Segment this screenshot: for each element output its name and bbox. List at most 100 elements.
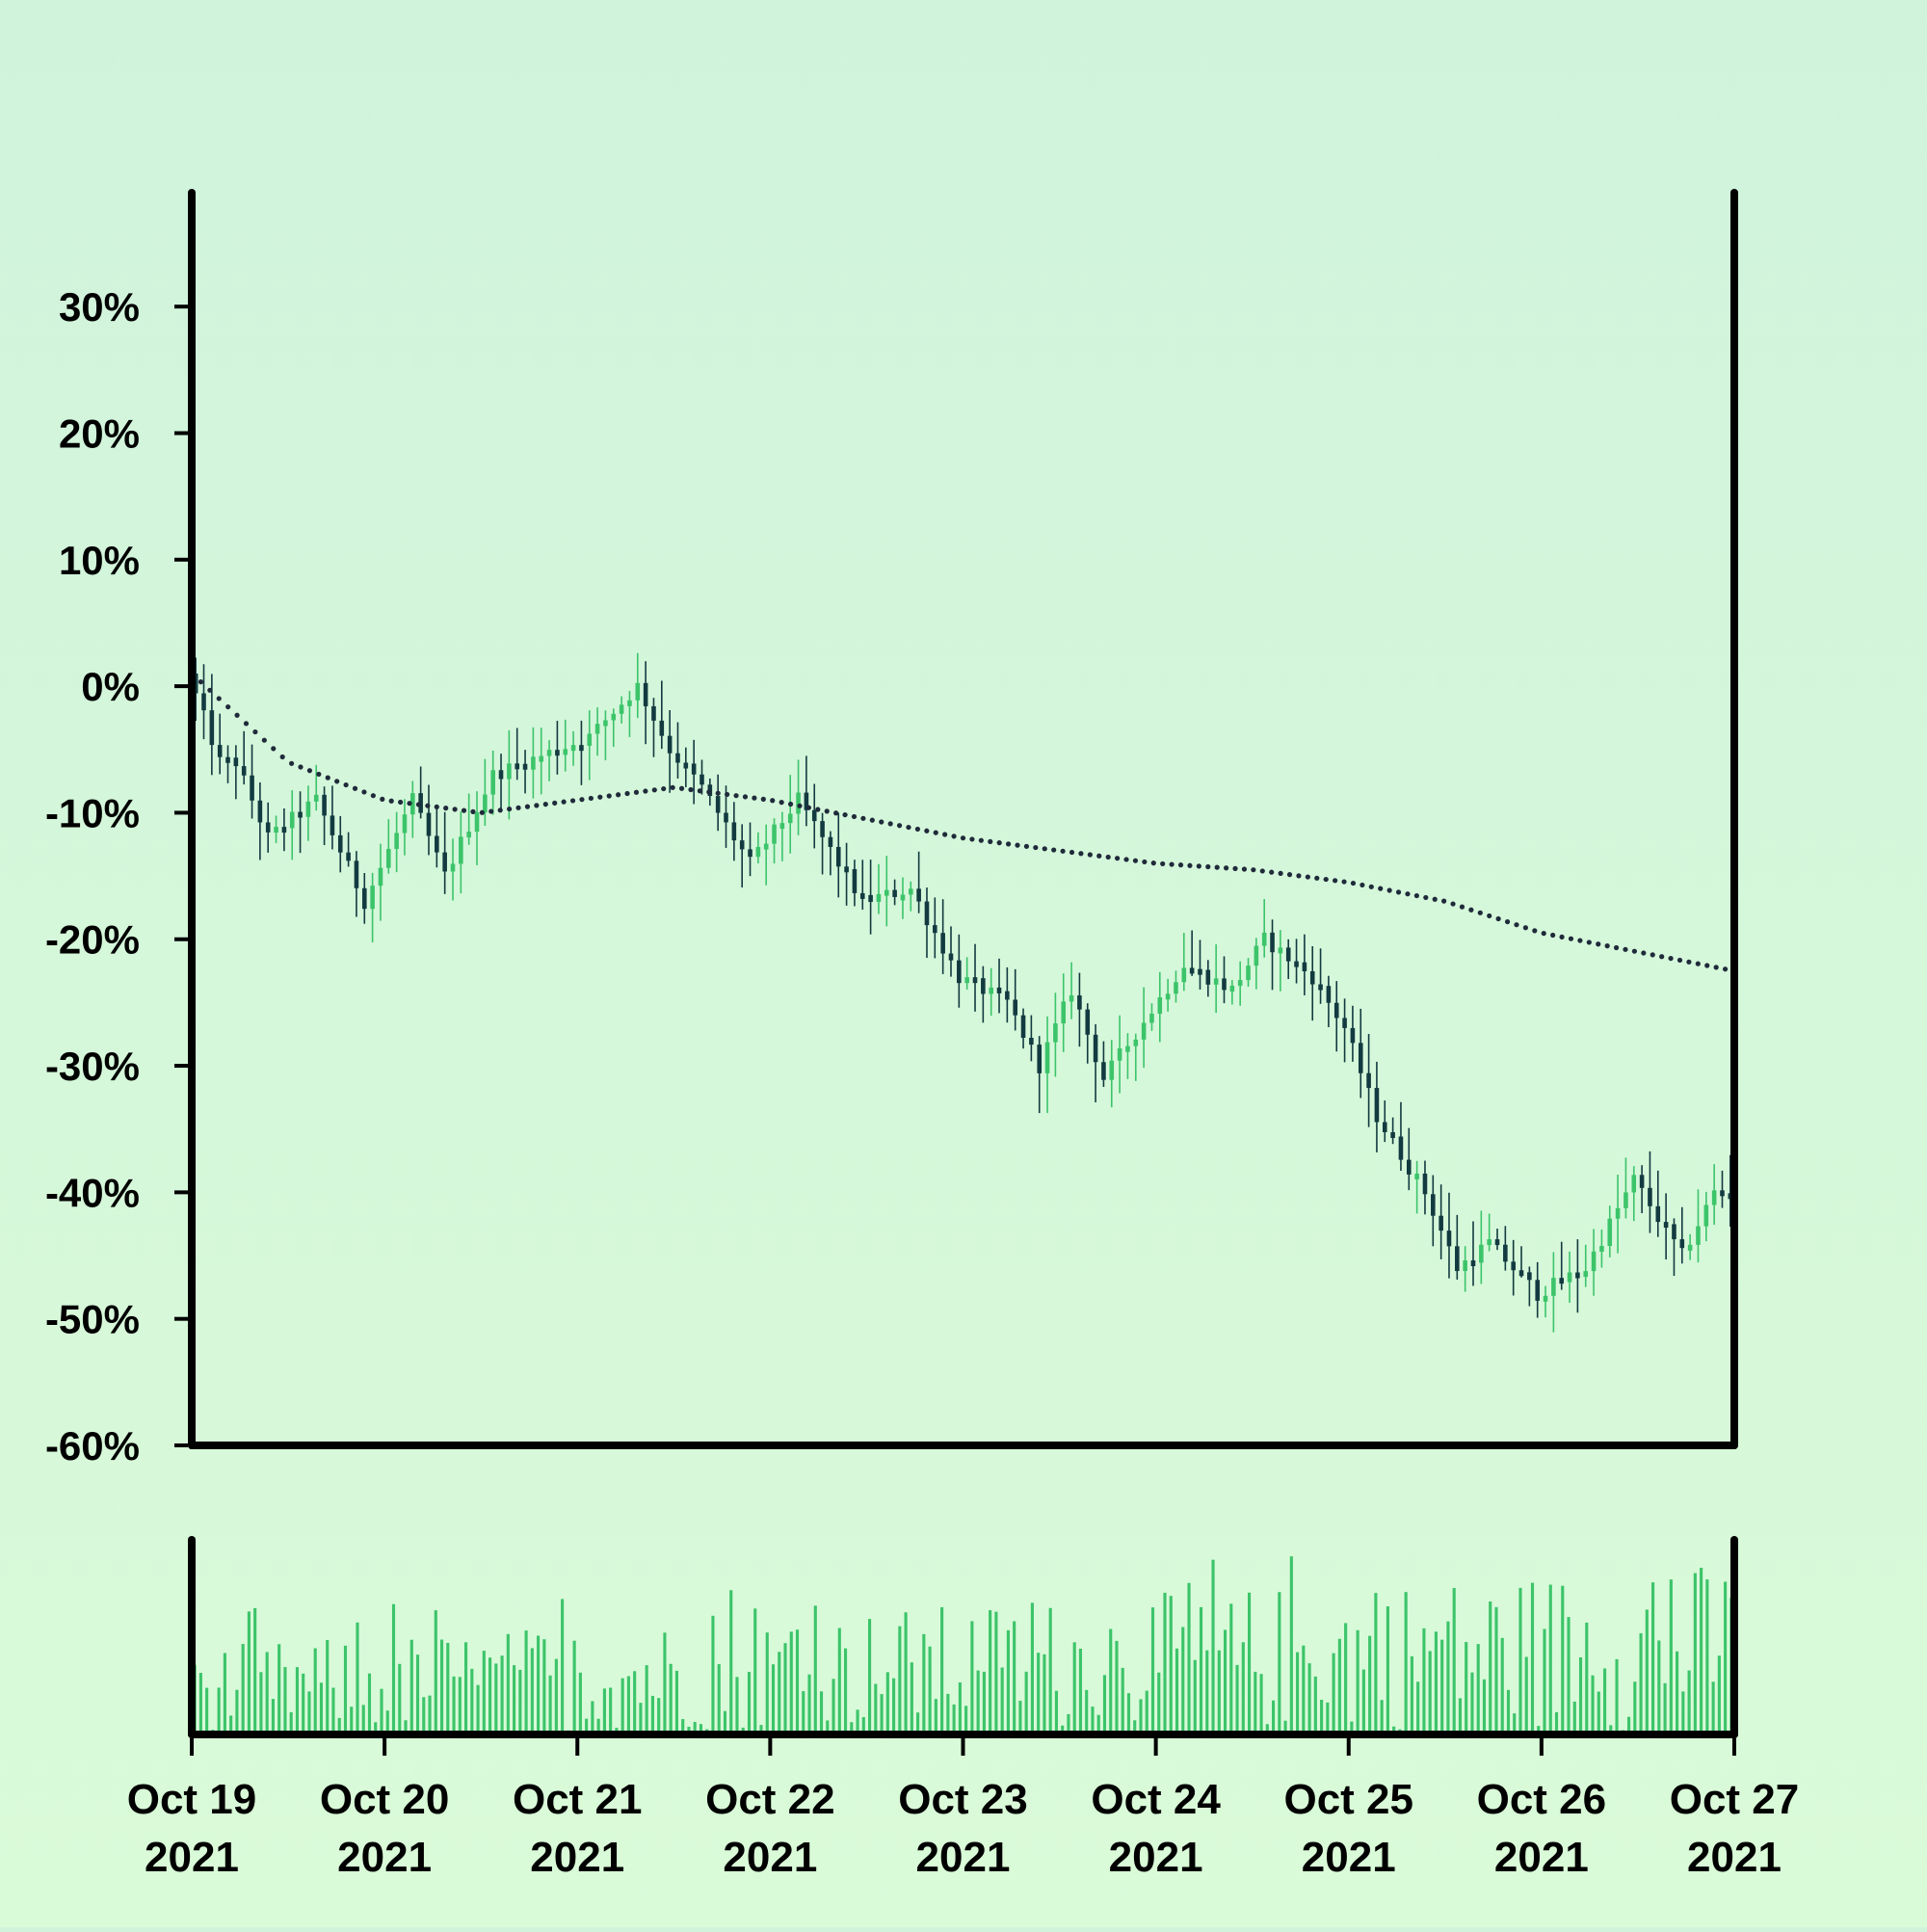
volume-bar <box>572 1640 576 1731</box>
trend-dot <box>1504 918 1511 925</box>
volume-bar <box>1530 1582 1535 1731</box>
trend-dot <box>569 798 576 804</box>
volume-bar <box>633 1671 637 1731</box>
y-tick-label: -30% <box>45 1044 140 1089</box>
volume-bar <box>1717 1655 1721 1731</box>
trend-dot <box>1704 963 1710 968</box>
volume-bar <box>843 1648 848 1731</box>
volume-bar <box>217 1687 221 1731</box>
volume-bar <box>663 1632 667 1731</box>
volume-bar <box>1681 1691 1685 1731</box>
candle-up <box>1213 978 1219 985</box>
candle-down <box>972 977 978 984</box>
volume-bar <box>229 1715 233 1731</box>
trend-dot <box>1187 862 1193 868</box>
x-tick-label-year: 2021 <box>916 1834 1011 1881</box>
volume-bar <box>506 1633 510 1731</box>
candle-up <box>531 756 536 770</box>
trend-dot <box>1132 858 1139 863</box>
candle-down <box>435 835 439 853</box>
volume-bar <box>1332 1653 1335 1731</box>
volume-bar <box>1465 1642 1468 1731</box>
volume-bar <box>904 1612 908 1731</box>
candle-down <box>265 822 271 833</box>
volume-bar <box>1572 1701 1576 1731</box>
trend-dot <box>207 687 213 693</box>
candle-down <box>916 888 921 902</box>
trend-dot <box>1659 954 1665 960</box>
trend-dot <box>561 799 567 805</box>
candle-down <box>924 901 930 926</box>
volume-bar <box>331 1687 335 1731</box>
trend-dot <box>824 808 830 814</box>
volume-bar <box>1651 1582 1655 1731</box>
candle-up <box>1615 1207 1621 1219</box>
trend-dot <box>1115 856 1121 861</box>
volume-bar <box>1157 1672 1161 1731</box>
y-tick-label: 0% <box>81 664 140 709</box>
candle-down <box>346 852 351 861</box>
volume-bar <box>343 1645 348 1731</box>
trend-dot <box>1596 941 1601 947</box>
volume-bar <box>1241 1642 1245 1731</box>
candle-down <box>981 978 986 994</box>
volume-bar <box>1283 1720 1287 1731</box>
candle-up <box>989 987 993 994</box>
trend-dot <box>1150 860 1156 866</box>
trend-dot <box>1033 844 1039 851</box>
trend-dot <box>887 821 893 827</box>
trend-dot <box>1169 861 1175 867</box>
volume-bar <box>1561 1585 1565 1731</box>
trend-dot <box>443 806 449 811</box>
candle-down <box>241 766 247 776</box>
trend-dot <box>507 806 513 812</box>
volume-bar <box>674 1670 679 1731</box>
x-tick-label-date: Oct 23 <box>898 1776 1028 1823</box>
trend-dot <box>261 737 267 743</box>
volume-bar <box>596 1718 600 1731</box>
trend-dot <box>1477 910 1483 915</box>
trend-dot <box>606 793 612 799</box>
volume-bar <box>928 1646 932 1731</box>
volume-bar <box>1102 1675 1107 1731</box>
trend-dot <box>1495 915 1501 922</box>
volume-bar <box>1187 1582 1191 1731</box>
trend-dot <box>1160 860 1166 867</box>
candle-up <box>546 750 552 756</box>
volume-bar <box>585 1718 589 1731</box>
volume-bar <box>982 1671 986 1731</box>
trend-dot <box>1459 904 1465 910</box>
volume-bar <box>1223 1629 1227 1731</box>
volume-bar <box>1518 1587 1522 1731</box>
volume-bar <box>723 1710 727 1731</box>
candle-up <box>305 801 311 817</box>
volume-bar <box>283 1667 287 1731</box>
candle-up <box>1278 947 1283 954</box>
trend-dot <box>1269 869 1275 875</box>
volume-bar <box>1115 1640 1119 1731</box>
x-tick-label-date: Oct 25 <box>1283 1776 1413 1823</box>
candle-up <box>1687 1244 1693 1251</box>
candle-down <box>217 745 223 757</box>
trend-dot <box>316 771 322 778</box>
trend-dot <box>1314 875 1320 881</box>
trend-dot <box>1350 880 1357 887</box>
trend-dot <box>1224 865 1229 871</box>
candle-down <box>1326 986 1332 1003</box>
volume-bar <box>1615 1658 1619 1731</box>
candle-up <box>1069 995 1074 1002</box>
candle-up <box>1599 1245 1604 1252</box>
volume-bar <box>476 1684 480 1731</box>
trend-dot <box>1722 966 1729 972</box>
candle-up <box>603 720 608 727</box>
candle-up <box>1117 1047 1122 1061</box>
volume-bar <box>1126 1693 1131 1731</box>
candle-up <box>772 824 777 844</box>
candle-up <box>507 763 512 780</box>
candle-up <box>1229 985 1235 992</box>
trend-dot <box>733 793 739 799</box>
volume-bar <box>645 1665 648 1731</box>
candle-down <box>1575 1272 1580 1279</box>
volume-bar <box>1254 1671 1257 1731</box>
volume-bar <box>1006 1629 1010 1731</box>
